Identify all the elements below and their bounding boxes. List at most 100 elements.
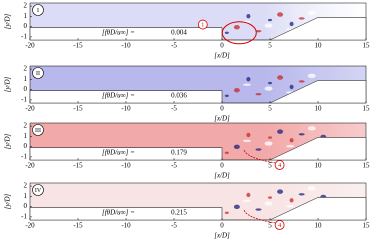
x-tick-label: -20 [25, 222, 35, 230]
vortex [307, 73, 316, 79]
vortex [233, 144, 240, 150]
y-tick-label: -1 [21, 96, 27, 104]
vortex [264, 86, 273, 91]
vortex [246, 76, 251, 82]
y-tick-label: -1 [21, 213, 27, 221]
vortex [268, 18, 272, 22]
x-axis-label: [x/D] [214, 52, 230, 60]
x-tick-label: -5 [171, 42, 177, 50]
x-tick-label: 0 [220, 222, 224, 230]
panel-badge [32, 124, 44, 136]
vortex [264, 141, 273, 146]
vortex [233, 204, 240, 210]
param-value: 0.179 [171, 148, 187, 156]
y-tick-label: 2 [24, 122, 28, 130]
y-tick-label: 2 [24, 182, 28, 190]
x-tick-label: -5 [171, 162, 177, 170]
vortex [307, 10, 316, 16]
x-tick-label: 10 [315, 105, 323, 113]
x-tick-label: -10 [121, 105, 131, 113]
vortex [289, 21, 294, 27]
panel-label: III [35, 128, 41, 134]
vortex [286, 205, 295, 208]
body [29, 137, 367, 161]
vortex [307, 186, 316, 191]
x-tick-label: 15 [363, 42, 371, 50]
panel-badge [32, 67, 44, 79]
vortex [277, 75, 284, 80]
x-tick-label: -10 [121, 162, 131, 170]
x-tick-label: -15 [73, 42, 83, 50]
y-tick-label: 0 [24, 142, 28, 150]
marker-circle [274, 220, 285, 230]
x-tick-label: -5 [171, 222, 177, 230]
body [29, 197, 367, 221]
vortex [246, 192, 251, 198]
param-label: [fθD/u∞] = [102, 28, 135, 36]
vortex [246, 13, 251, 19]
y-axis-label: [y/D] [4, 193, 12, 209]
x-tick-label: -15 [73, 105, 83, 113]
vortex [255, 29, 262, 33]
marker-label: 1 [201, 22, 204, 28]
x-tick-label: 0 [220, 105, 224, 113]
vortex [277, 189, 284, 194]
vortex [242, 83, 251, 86]
vortex [268, 196, 272, 199]
vortex [246, 132, 251, 138]
vortex [268, 81, 272, 85]
marker-label: 4 [278, 163, 281, 169]
x-tick-label: 15 [363, 222, 371, 230]
y-tick-label: 1 [24, 75, 28, 83]
param-label: [fθD/u∞] = [102, 91, 135, 99]
y-axis-label: [y/D] [4, 133, 12, 149]
vortex [268, 136, 272, 139]
x-tick-label: -10 [121, 222, 131, 230]
vortex [289, 138, 294, 143]
x-tick-label: 15 [363, 162, 371, 170]
x-tick-label: -20 [25, 42, 35, 50]
x-tick-label: -15 [73, 162, 83, 170]
x-tick-label: -20 [25, 105, 35, 113]
x-tick-label: 0 [220, 162, 224, 170]
x-tick-label: 5 [268, 42, 272, 50]
highlight [221, 21, 257, 45]
x-tick-label: 5 [268, 105, 272, 113]
x-tick-label: 10 [315, 42, 323, 50]
y-tick-label: 1 [24, 192, 28, 200]
x-tick-label: 15 [363, 105, 371, 113]
y-axis-label: [y/D] [4, 13, 12, 29]
param-label: [fθD/u∞] = [102, 208, 135, 216]
vortex [242, 139, 251, 143]
param-value: 0.004 [171, 28, 187, 36]
vortex [289, 84, 294, 90]
vortex [255, 148, 262, 151]
vortex [298, 17, 305, 20]
x-axis-label: [x/D] [214, 115, 230, 123]
x-tick-label: 10 [315, 162, 323, 170]
y-tick-label: -1 [21, 153, 27, 161]
vortex [233, 88, 240, 93]
x-tick-label: -5 [171, 105, 177, 113]
x-tick-label: 0 [220, 42, 224, 50]
vortex [255, 208, 262, 211]
x-tick-label: -20 [25, 162, 35, 170]
pointer [243, 149, 276, 164]
vortex [255, 92, 262, 96]
marker-circle [197, 19, 208, 30]
y-axis-label: [y/D] [4, 76, 12, 92]
x-tick-label: -10 [121, 42, 131, 50]
vortex [277, 129, 284, 134]
vortex [298, 133, 305, 136]
y-tick-label: 2 [24, 65, 28, 73]
vortex [224, 94, 229, 98]
panel-label: IV [35, 188, 42, 194]
param-value: 0.215 [171, 208, 187, 216]
vortex [298, 80, 305, 83]
vortex [242, 199, 251, 203]
vortex [224, 151, 229, 155]
param-value: 0.036 [171, 91, 187, 99]
panel-label: II [36, 71, 40, 77]
pointer [243, 209, 276, 224]
y-tick-label: -1 [21, 33, 27, 41]
